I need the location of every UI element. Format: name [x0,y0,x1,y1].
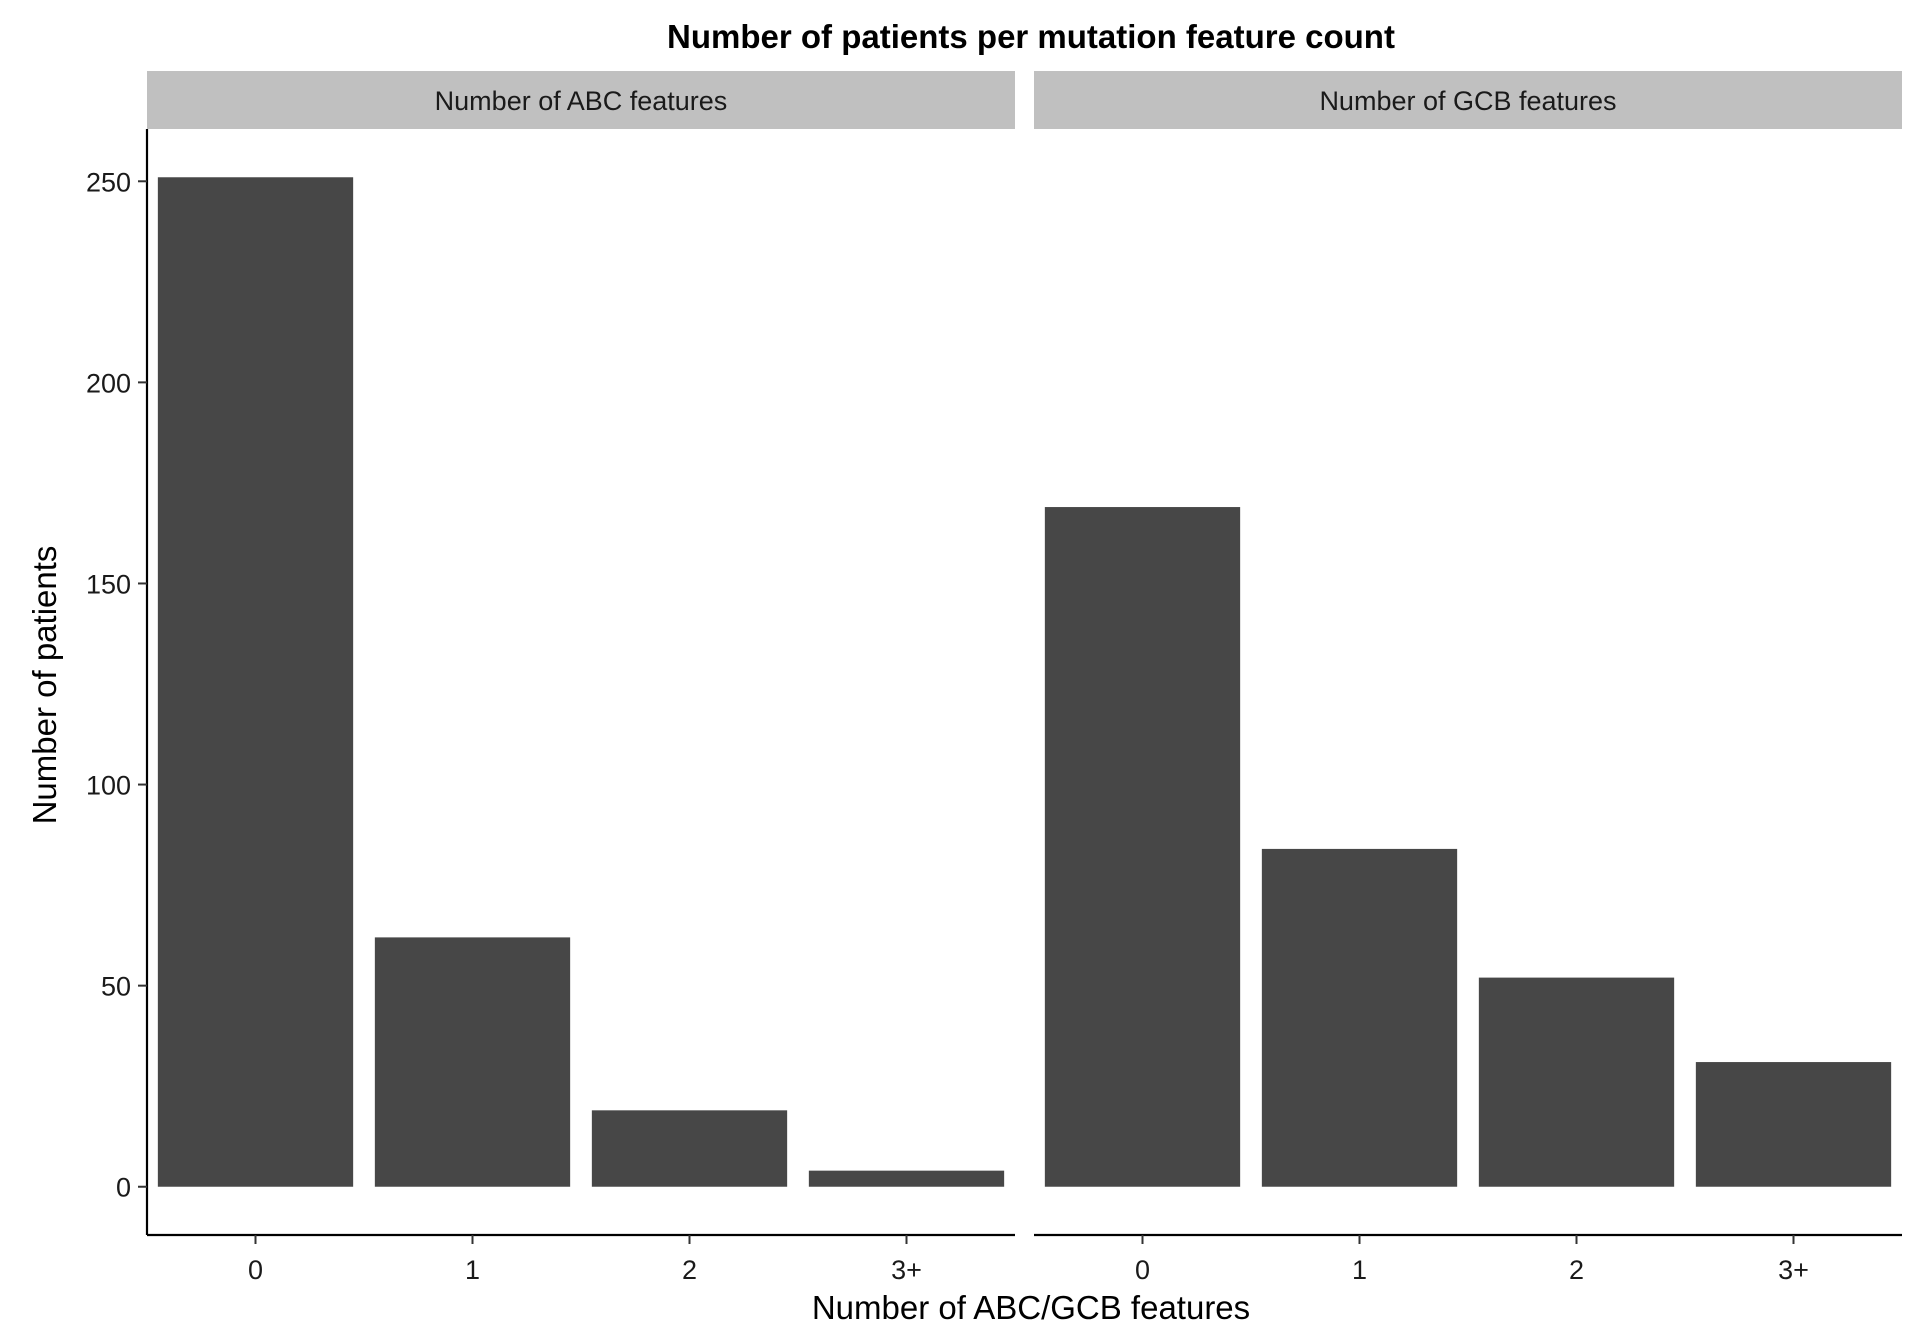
x-tick-label: 3+ [1778,1255,1809,1285]
panel-2: Number of GCB features 0 1 2 3+ [1034,71,1902,1285]
bar [157,177,354,1187]
y-tick-label: 50 [101,972,131,1002]
x-tick-label: 1 [465,1255,480,1285]
bar [591,1110,788,1187]
bar [1044,507,1241,1187]
facet-strip-label: Number of GCB features [1319,86,1616,116]
x-tick-label: 3+ [891,1255,922,1285]
chart-title: Number of patients per mutation feature … [667,18,1395,55]
facet-strip-label: Number of ABC features [435,86,728,116]
x-tick-label: 0 [248,1255,263,1285]
x-tick-label: 2 [1569,1255,1584,1285]
bar [374,937,571,1187]
y-tick-label: 100 [86,771,131,801]
bar [1695,1062,1892,1187]
x-tick-label: 2 [682,1255,697,1285]
panel-1: Number of ABC features 0 1 2 3+ 0 50 100 150 200 2… [86,71,1015,1285]
y-tick-label: 250 [86,167,131,197]
facet-strip [1034,71,1902,129]
x-tick-label: 1 [1352,1255,1367,1285]
y-tick-label: 150 [86,569,131,599]
panels: Number of ABC features 0 1 2 3+ 0 50 100 150 200 2… [86,71,1902,1285]
x-tick-label: 0 [1135,1255,1150,1285]
x-axis-title: Number of ABC/GCB features [812,1289,1250,1326]
y-tick-label: 200 [86,368,131,398]
bar [808,1170,1005,1187]
bar [1478,977,1675,1187]
bar [1261,848,1458,1187]
y-axis-title: Number of patients [26,546,63,825]
facet-strip [147,71,1015,129]
y-tick-label: 0 [116,1173,131,1203]
